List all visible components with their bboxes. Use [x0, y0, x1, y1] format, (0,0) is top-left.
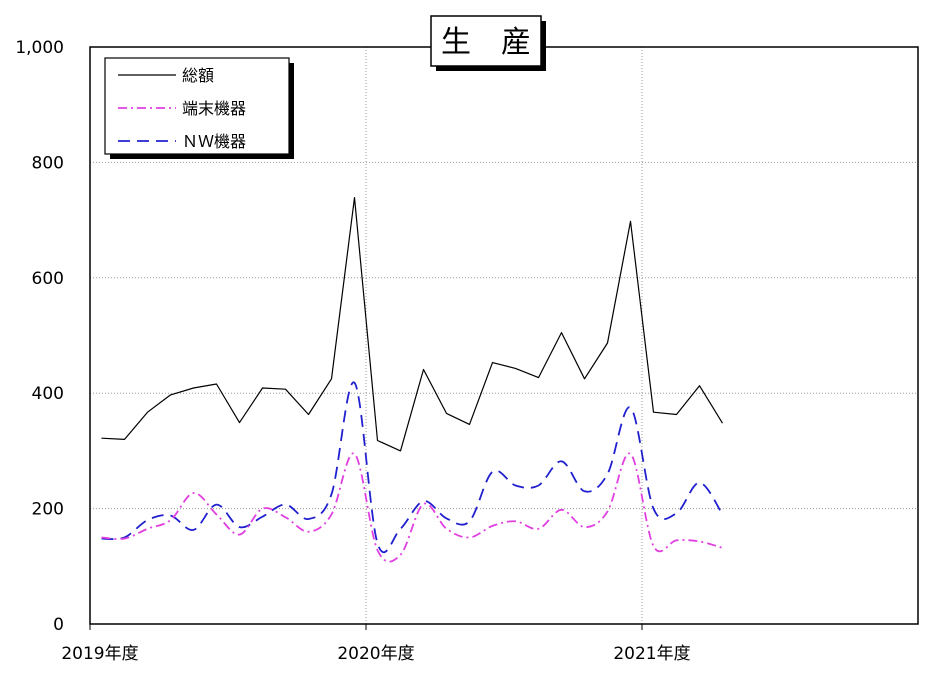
y-tick-label: 0	[53, 615, 64, 635]
series-layer	[101, 197, 724, 563]
grid-layer	[90, 47, 918, 624]
legend-frame	[104, 57, 290, 155]
axis-labels: 0 200 400 600 800 1,000 2019年度 2020年度 2021年度	[15, 38, 690, 664]
y-tick-label: 1,000	[15, 38, 64, 58]
y-tick-label: 400	[32, 384, 64, 404]
legend-label-2: ＮＷ機器	[182, 132, 246, 151]
series-line-0	[101, 197, 724, 452]
y-tick-label: 800	[32, 153, 64, 173]
y-tick-label: 200	[32, 500, 64, 520]
x-tick-label: 2019年度	[61, 644, 138, 664]
legend-label-1: 端末機器	[182, 99, 246, 118]
y-tick-label: 600	[32, 269, 64, 289]
title-text: 生 産	[441, 25, 531, 60]
title-frame	[430, 15, 542, 67]
series-line-1	[101, 452, 723, 563]
chart-title: 生 産	[430, 15, 546, 71]
x-tick-label: 2020年度	[337, 644, 414, 664]
legend-label-0: 総額	[182, 66, 214, 85]
x-tick-label: 2021年度	[613, 644, 690, 664]
series-line-2	[101, 381, 724, 553]
